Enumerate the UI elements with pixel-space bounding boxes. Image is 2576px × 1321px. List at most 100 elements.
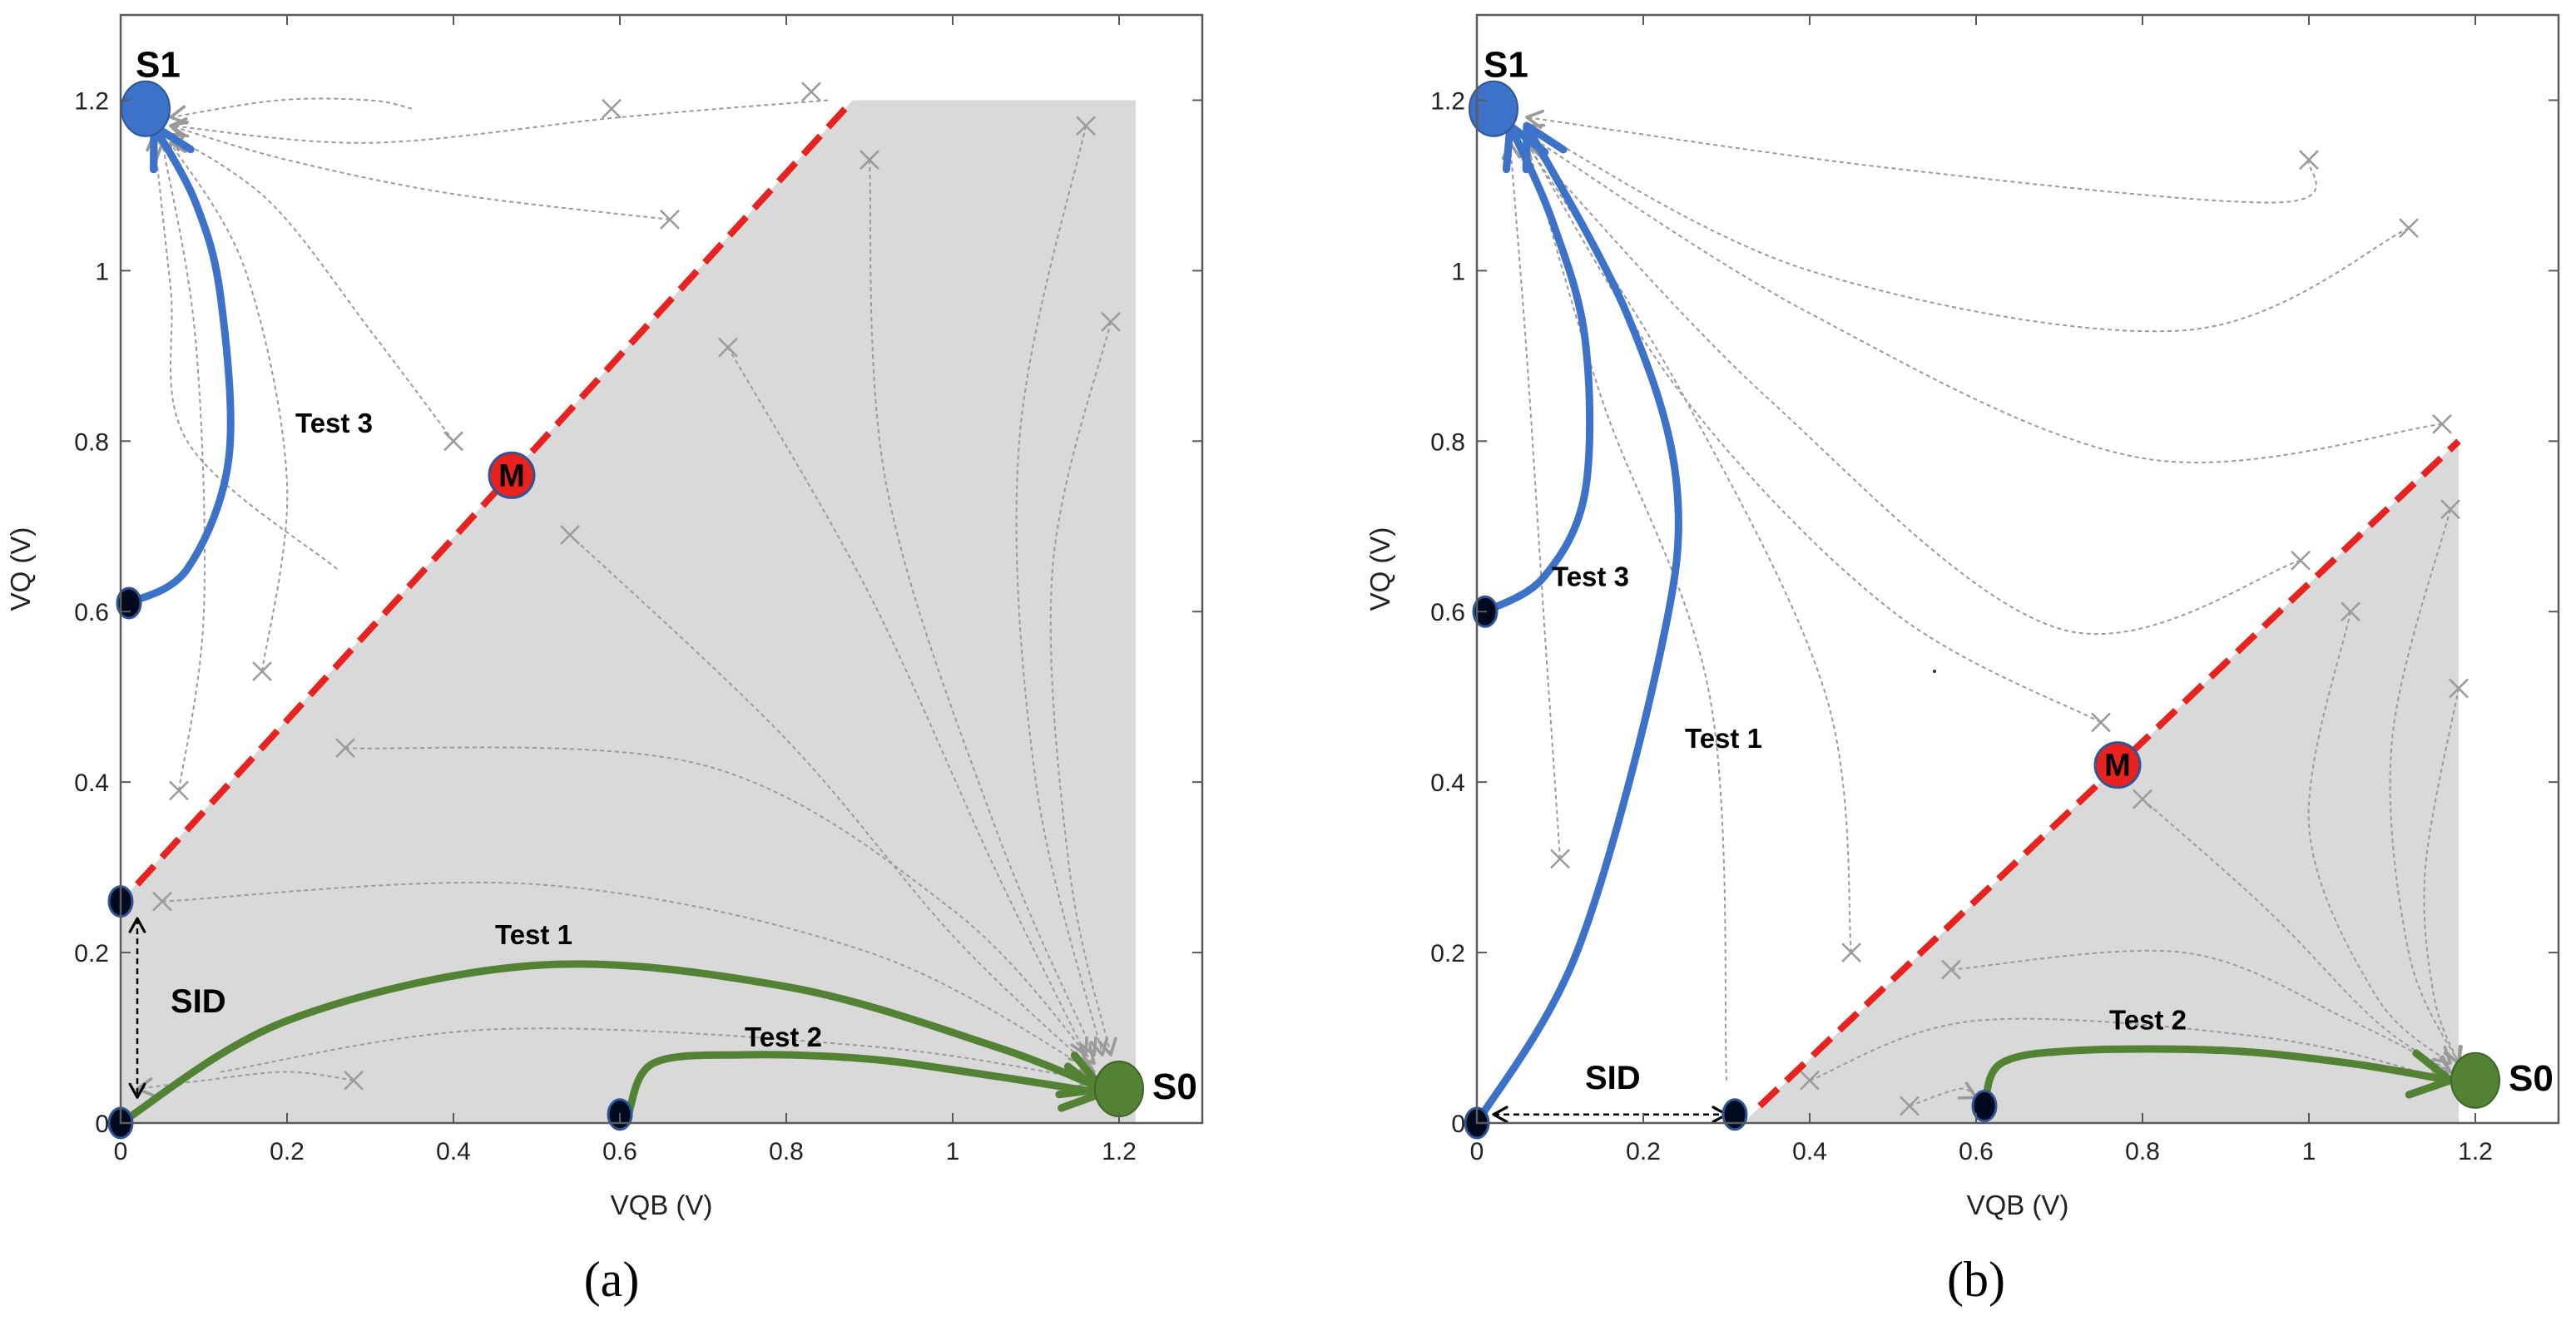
streamline-cross xyxy=(2291,550,2311,571)
streamline-cross xyxy=(801,82,821,102)
metastable-label: M xyxy=(498,458,525,493)
streamline-cross xyxy=(344,1070,364,1091)
sid-indicator: SID xyxy=(1492,1060,1728,1124)
streamline-cross xyxy=(443,431,463,452)
metastable-point xyxy=(2093,741,2142,789)
vector-field-streamlines xyxy=(136,82,1121,1097)
x-tick-label: 0.2 xyxy=(270,1138,305,1165)
streamline xyxy=(1526,142,1727,1081)
sid-label: SID xyxy=(171,983,226,1020)
sid-label: SID xyxy=(1585,1060,1641,1096)
trajectory-label: Test 3 xyxy=(295,408,373,438)
streamline xyxy=(1526,142,2102,724)
streamline-cross xyxy=(169,780,189,801)
streamline-cross xyxy=(2341,601,2361,622)
streamline-cross xyxy=(602,98,622,119)
y-tick-label: 0.8 xyxy=(1430,428,1465,456)
sid-arrowhead xyxy=(128,1082,146,1099)
trajectory-label: Test 2 xyxy=(745,1022,822,1052)
streamline-cross xyxy=(152,891,172,912)
streamline-cross xyxy=(2299,150,2319,171)
streamline-cross xyxy=(560,525,580,545)
start-point xyxy=(1721,1098,1748,1131)
y-tick-label: 0.4 xyxy=(1430,769,1465,797)
streamline xyxy=(170,125,671,220)
streamline xyxy=(1526,125,2410,333)
streamline-cross xyxy=(335,738,355,759)
x-tick-label: 0.6 xyxy=(1959,1138,1994,1165)
stray-mark xyxy=(1933,669,1936,673)
streamline-cross xyxy=(2133,789,2152,809)
start-point xyxy=(1971,1090,1998,1123)
streamline-cross xyxy=(1941,959,1961,980)
start-points xyxy=(1464,595,1998,1140)
y-tick-label: 0.2 xyxy=(1430,940,1465,967)
shaded-basin-region xyxy=(121,100,1136,1123)
streamline xyxy=(727,347,1087,1056)
state-s1-marker xyxy=(1469,80,1518,137)
stable-states: S1 S0 M xyxy=(1469,45,2554,1109)
streamline xyxy=(1526,133,2443,463)
streamline xyxy=(220,1027,1095,1081)
streamline xyxy=(153,134,338,570)
y-tick-label: 1 xyxy=(95,258,109,285)
streamline-cross xyxy=(2440,499,2460,520)
y-tick-label: 0.6 xyxy=(74,599,109,626)
y-tick-label: 1 xyxy=(1451,258,1465,285)
streamline xyxy=(170,142,289,672)
streamline xyxy=(170,133,454,442)
trajectory-label: Test 2 xyxy=(2109,1004,2187,1035)
streamline xyxy=(136,1071,354,1090)
streamline xyxy=(344,746,1095,1064)
streamline xyxy=(1509,142,1561,859)
y-tick-label: 0.2 xyxy=(74,940,109,967)
x-tick-label: 0 xyxy=(114,1138,128,1165)
separatrix-line xyxy=(135,97,855,887)
streamline-cross xyxy=(2091,712,2111,733)
streamline-cross xyxy=(859,150,879,171)
streamline-arrowhead xyxy=(1089,1037,1109,1056)
y-axis-label: VQ (V) xyxy=(1365,527,1395,611)
trajectory-curve xyxy=(125,121,235,607)
plot-frame xyxy=(1475,13,2560,1125)
x-tick-label: 1 xyxy=(946,1138,960,1165)
x-tick-label: 0.2 xyxy=(1626,1138,1661,1165)
streamline xyxy=(1809,1017,2451,1081)
y-tick-label: 0.4 xyxy=(74,769,109,797)
x-tick-label: 1.2 xyxy=(1102,1138,1137,1165)
trajectories: Test 1 Test 2 Test 3 xyxy=(116,121,1107,1127)
streamline-cross xyxy=(1800,1070,1820,1091)
y-tick-label: 0.8 xyxy=(74,428,109,456)
y-axis-label: VQ (V) xyxy=(5,527,36,611)
streamline xyxy=(2142,798,2451,1073)
streamline-cross xyxy=(660,210,680,230)
x-tick-label: 0.4 xyxy=(436,1138,471,1165)
sid-arrowhead xyxy=(128,917,146,933)
streamline-cross xyxy=(1076,116,1096,136)
y-tick-label: 1.2 xyxy=(1430,87,1465,115)
trajectory-label: Test 1 xyxy=(495,919,572,950)
streamline xyxy=(2423,688,2460,1064)
streamline xyxy=(569,534,1087,1065)
sid-indicator: SID xyxy=(128,917,226,1099)
metastable-point xyxy=(488,451,536,499)
trajectory-curve xyxy=(1481,121,1594,616)
streamline-cross xyxy=(1101,311,1121,332)
panel-a: SID Test 1 Test 2 Test 3 S1 S0 M 0 0.2 0.4 0.6 0… xyxy=(5,13,1204,1307)
streamline-cross xyxy=(2399,218,2419,239)
streamline xyxy=(1049,321,1112,1056)
start-point xyxy=(116,586,142,620)
streamline-arrowhead xyxy=(1078,1036,1097,1056)
state-s1-label: S1 xyxy=(136,45,181,86)
streamline xyxy=(869,160,1095,1056)
x-tick-label: 0.6 xyxy=(602,1138,637,1165)
streamline-cross xyxy=(252,661,272,681)
x-tick-label: 0 xyxy=(1470,1138,1484,1165)
streamline xyxy=(161,881,1095,1073)
streamline xyxy=(161,142,206,791)
state-s0-label: S0 xyxy=(1152,1066,1197,1107)
trajectory-curve xyxy=(1980,1045,2455,1110)
trajectory-curve xyxy=(1473,121,1683,1127)
streamline xyxy=(2307,611,2451,1065)
